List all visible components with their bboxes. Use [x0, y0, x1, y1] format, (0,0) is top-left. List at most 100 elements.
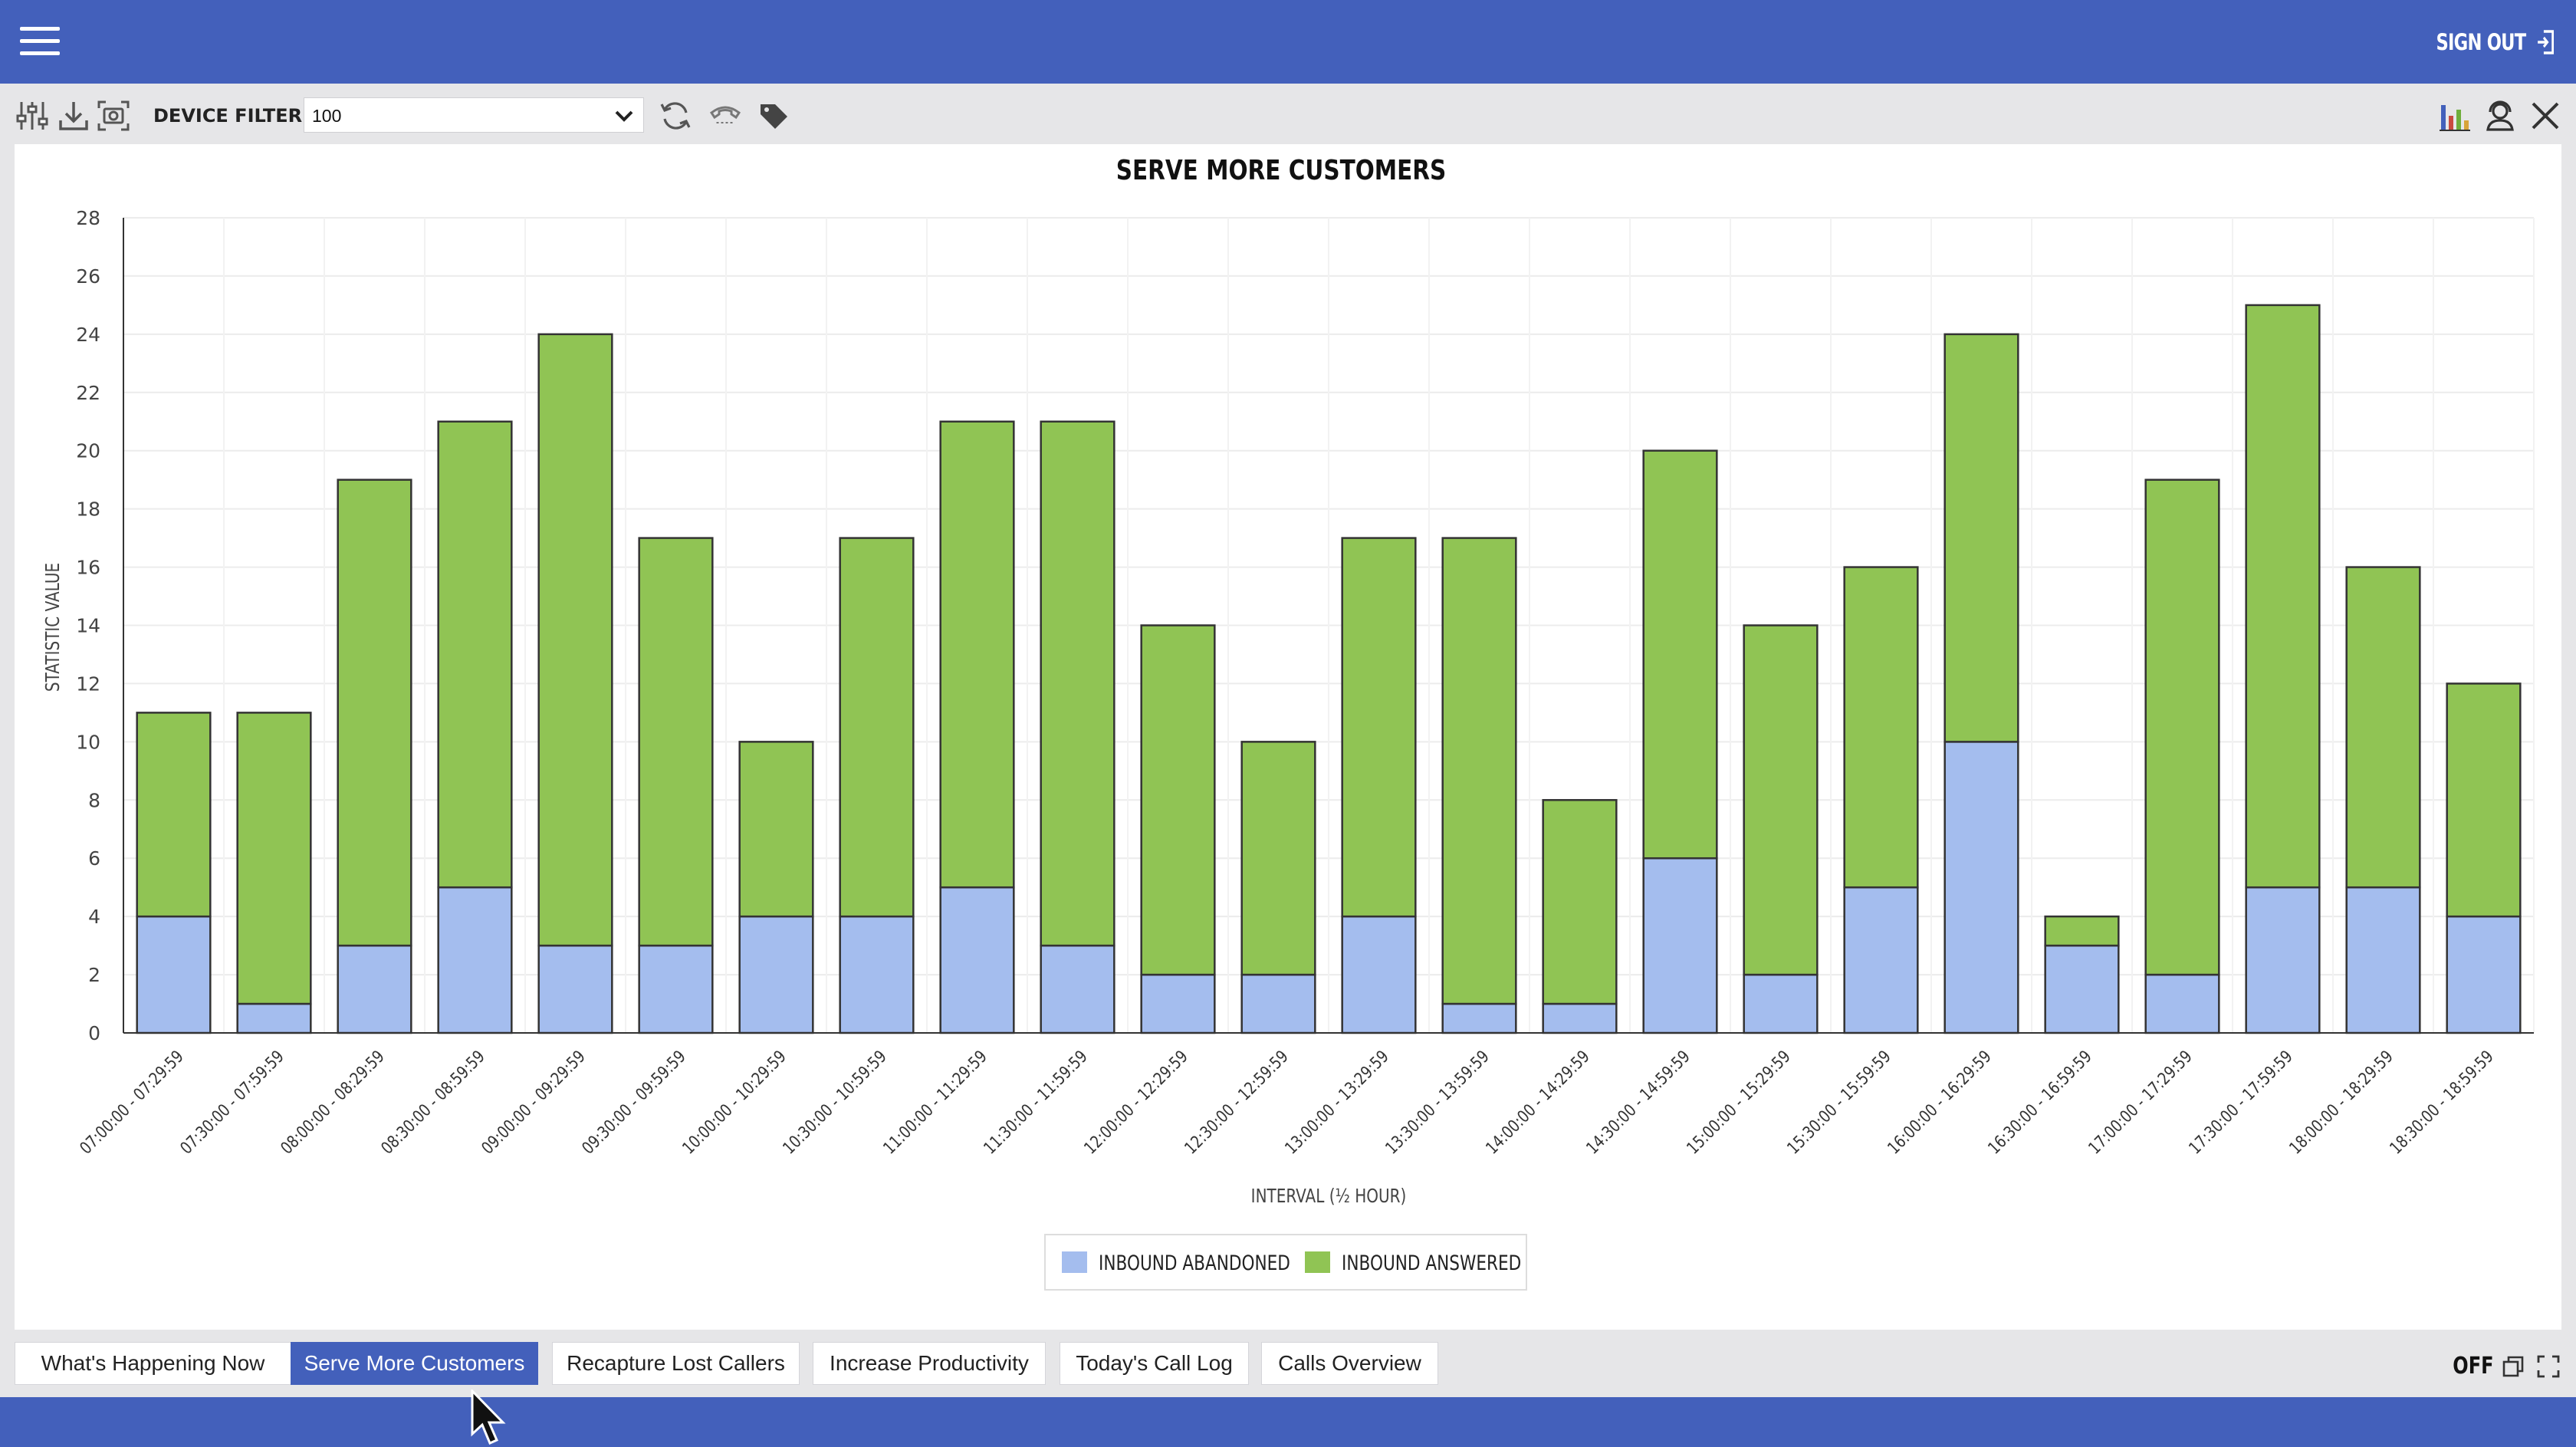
- screenshot-icon[interactable]: [95, 97, 132, 134]
- legend-box: [1044, 1234, 1527, 1291]
- bar-inbound-abandoned[interactable]: [2144, 973, 2220, 1034]
- x-tick-label: 09:30:00 - 09:59:59: [578, 1046, 690, 1158]
- y-tick-label: 24: [76, 324, 100, 346]
- x-tick-label: 11:00:00 - 11:29:59: [879, 1046, 991, 1158]
- bar-inbound-answered[interactable]: [1240, 741, 1316, 976]
- x-tick-label: 08:00:00 - 08:29:59: [277, 1046, 389, 1158]
- bar-inbound-abandoned[interactable]: [1140, 973, 1216, 1034]
- bar-inbound-answered[interactable]: [1040, 420, 1116, 947]
- tab-whats-happening-now[interactable]: What's Happening Now: [15, 1342, 291, 1385]
- bar-inbound-abandoned[interactable]: [1341, 915, 1417, 1034]
- bar-inbound-answered[interactable]: [236, 712, 312, 1005]
- rotation-toggle[interactable]: OFF: [2452, 1353, 2493, 1380]
- x-tick-label: 17:30:00 - 17:59:59: [2185, 1046, 2297, 1158]
- tab-label: Increase Productivity: [830, 1351, 1029, 1375]
- chart-legend: INBOUND ABANDONED INBOUND ANSWERED: [1044, 1234, 1527, 1291]
- bar-inbound-abandoned[interactable]: [337, 944, 412, 1034]
- bar-inbound-abandoned[interactable]: [839, 915, 915, 1034]
- x-tick-label: 10:30:00 - 10:59:59: [779, 1046, 891, 1158]
- bar-inbound-answered[interactable]: [1140, 624, 1216, 976]
- tab-recapture-lost-callers[interactable]: Recapture Lost Callers: [552, 1342, 800, 1385]
- legend-label[interactable]: INBOUND ABANDONED: [1099, 1251, 1290, 1275]
- bar-inbound-answered[interactable]: [2245, 304, 2321, 889]
- y-tick-label: 18: [76, 498, 100, 521]
- x-tick-label: 15:00:00 - 15:29:59: [1683, 1046, 1795, 1158]
- y-tick-label: 10: [76, 731, 100, 753]
- bar-inbound-answered[interactable]: [337, 478, 412, 947]
- refresh-icon[interactable]: [657, 97, 694, 134]
- tab-serve-more-customers[interactable]: Serve More Customers: [291, 1342, 538, 1385]
- bar-inbound-abandoned[interactable]: [1843, 886, 1919, 1034]
- bar-inbound-abandoned[interactable]: [1441, 1002, 1517, 1034]
- x-tick-label: 07:30:00 - 07:59:59: [176, 1046, 288, 1158]
- sign-out-label: SIGN OUT: [2436, 29, 2527, 55]
- bar-inbound-answered[interactable]: [537, 333, 613, 947]
- device-filter-value: 100: [312, 106, 342, 126]
- y-tick-label: 14: [76, 615, 100, 637]
- bar-inbound-answered[interactable]: [638, 537, 714, 947]
- bar-inbound-abandoned[interactable]: [2345, 886, 2421, 1034]
- bar-inbound-abandoned[interactable]: [1944, 741, 2019, 1034]
- sign-out-button[interactable]: SIGN OUT: [2436, 23, 2555, 61]
- bar-inbound-answered[interactable]: [1843, 566, 1919, 889]
- x-tick-label: 16:30:00 - 16:59:59: [1984, 1046, 2096, 1158]
- bar-inbound-answered[interactable]: [2144, 478, 2220, 976]
- download-icon[interactable]: [55, 97, 92, 134]
- bar-inbound-abandoned[interactable]: [136, 915, 212, 1034]
- bar-chart-icon[interactable]: [2436, 97, 2473, 134]
- x-axis-title: INTERVAL (½ HOUR): [1251, 1186, 1407, 1208]
- bar-inbound-abandoned[interactable]: [2044, 944, 2120, 1034]
- bar-inbound-answered[interactable]: [2446, 682, 2522, 918]
- x-tick-label: 16:00:00 - 16:29:59: [1884, 1046, 1996, 1158]
- x-tick-label: 07:00:00 - 07:29:59: [76, 1046, 188, 1158]
- bar-inbound-abandoned[interactable]: [939, 886, 1015, 1034]
- hamburger-menu-icon[interactable]: [18, 25, 63, 58]
- bar-inbound-abandoned[interactable]: [1542, 1002, 1618, 1034]
- bar-inbound-answered[interactable]: [939, 420, 1015, 889]
- dashboard-tabs: What's Happening Now Serve More Customer…: [0, 1330, 2576, 1397]
- bar-inbound-abandoned[interactable]: [537, 944, 613, 1034]
- fullscreen-icon[interactable]: [2536, 1354, 2561, 1379]
- bar-inbound-answered[interactable]: [136, 712, 212, 918]
- legend-label[interactable]: INBOUND ANSWERED: [1342, 1251, 1521, 1275]
- bar-inbound-abandoned[interactable]: [2446, 915, 2522, 1034]
- close-icon[interactable]: [2527, 97, 2564, 134]
- bar-inbound-answered[interactable]: [1341, 537, 1417, 918]
- device-filter-select[interactable]: 100: [304, 97, 644, 133]
- bar-inbound-abandoned[interactable]: [1743, 973, 1819, 1034]
- bar-inbound-answered[interactable]: [1441, 537, 1517, 1005]
- bar-inbound-abandoned[interactable]: [1642, 857, 1718, 1034]
- bar-inbound-answered[interactable]: [2044, 915, 2120, 947]
- x-tick-label: 09:00:00 - 09:29:59: [478, 1046, 590, 1158]
- bar-inbound-answered[interactable]: [437, 420, 513, 889]
- bar-inbound-abandoned[interactable]: [236, 1002, 312, 1034]
- tab-todays-call-log[interactable]: Today's Call Log: [1060, 1342, 1249, 1385]
- tab-label: What's Happening Now: [41, 1351, 265, 1375]
- tab-label: Calls Overview: [1278, 1351, 1421, 1375]
- bar-inbound-abandoned[interactable]: [1240, 973, 1316, 1034]
- bar-inbound-abandoned[interactable]: [2245, 886, 2321, 1034]
- bar-inbound-abandoned[interactable]: [1040, 944, 1116, 1034]
- bar-inbound-answered[interactable]: [1743, 624, 1819, 976]
- bar-inbound-abandoned[interactable]: [738, 915, 814, 1034]
- tab-increase-productivity[interactable]: Increase Productivity: [813, 1342, 1046, 1385]
- popout-window-icon[interactable]: [2501, 1354, 2525, 1379]
- tab-calls-overview[interactable]: Calls Overview: [1261, 1342, 1438, 1385]
- bar-inbound-abandoned[interactable]: [638, 944, 714, 1034]
- bar-inbound-answered[interactable]: [738, 741, 814, 918]
- sliders-icon[interactable]: [14, 97, 51, 134]
- agent-icon[interactable]: [2482, 97, 2518, 134]
- phone-icon[interactable]: [707, 97, 744, 134]
- y-tick-label: 8: [88, 789, 100, 811]
- bar-inbound-answered[interactable]: [1642, 449, 1718, 860]
- bar-inbound-answered[interactable]: [2345, 566, 2421, 889]
- legend-swatch: [1305, 1251, 1330, 1273]
- tab-label: Today's Call Log: [1076, 1351, 1233, 1375]
- bar-inbound-abandoned[interactable]: [437, 886, 513, 1034]
- bar-inbound-answered[interactable]: [1542, 799, 1618, 1005]
- bar-inbound-answered[interactable]: [1944, 333, 2019, 743]
- bar-inbound-answered[interactable]: [839, 537, 915, 918]
- chevron-down-icon: [615, 110, 633, 122]
- tag-icon[interactable]: [755, 97, 792, 134]
- y-tick-label: 6: [88, 847, 100, 870]
